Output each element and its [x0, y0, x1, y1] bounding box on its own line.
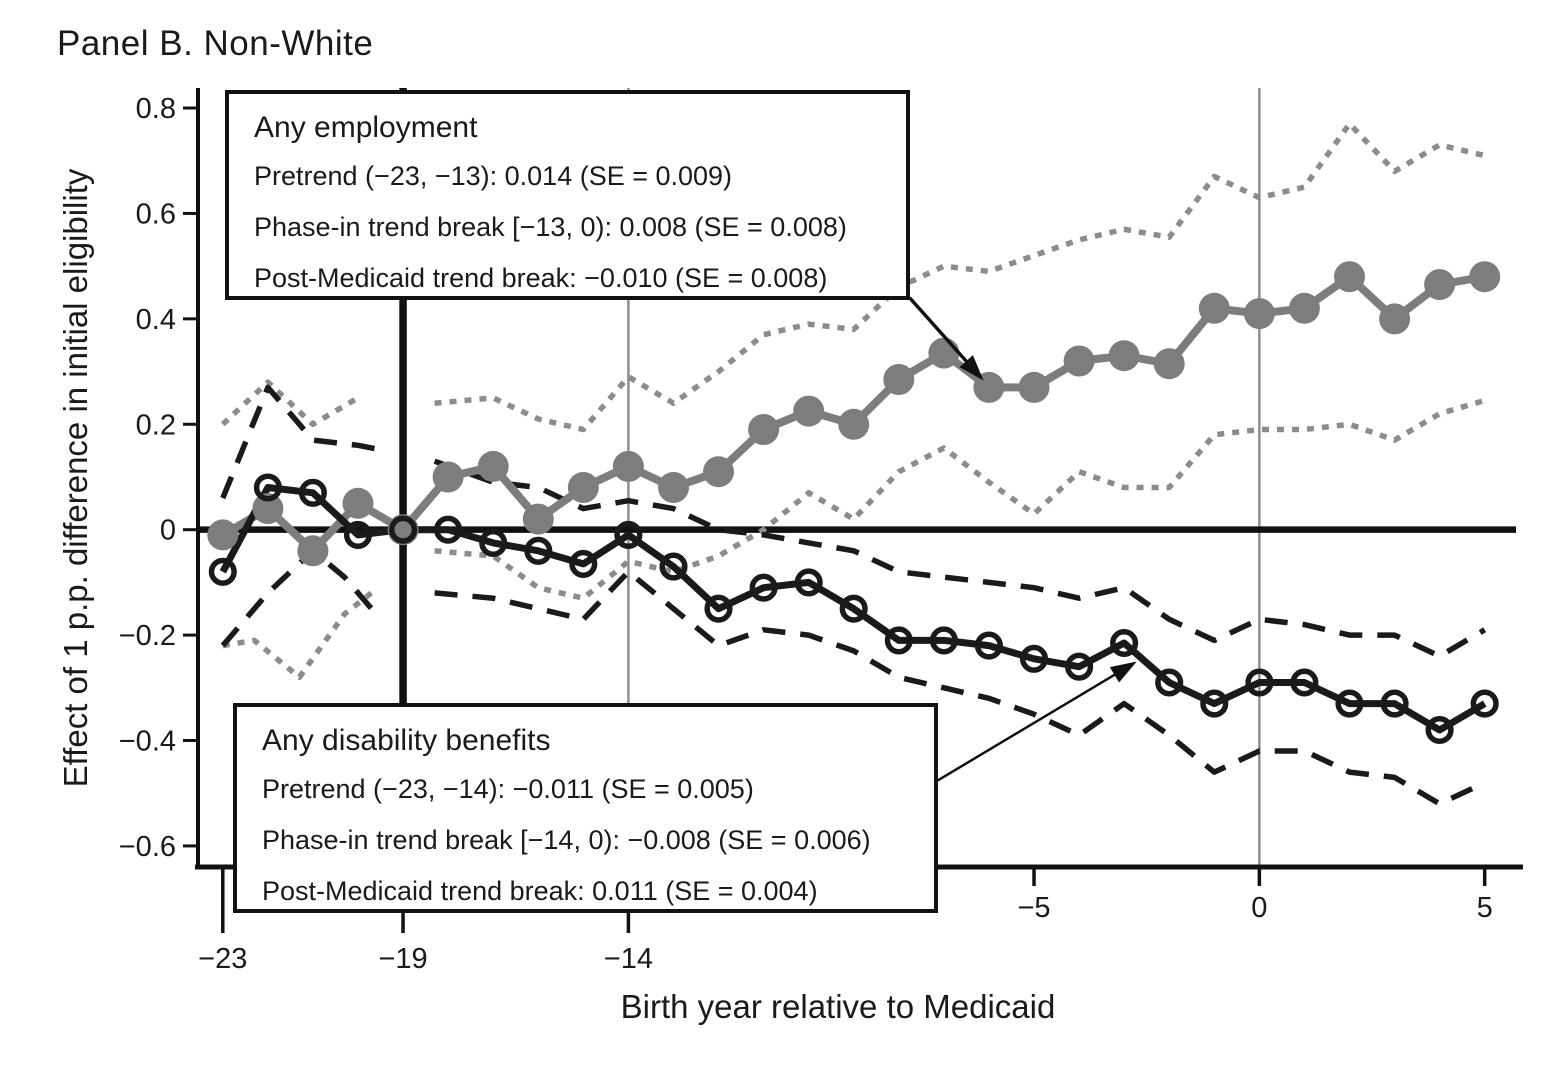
y-tick-label: 0.2 — [136, 409, 176, 441]
any-disability-benefits-point — [208, 557, 237, 586]
any-disability-benefits-point — [1110, 628, 1139, 658]
any-employment-point — [1243, 298, 1275, 330]
y-tick-label: −0.2 — [119, 620, 176, 652]
any-disability-benefits-point — [298, 478, 327, 507]
any-disability-benefits-point — [479, 528, 508, 557]
x-tick-label: 5 — [1477, 892, 1493, 924]
any-employment-point — [793, 395, 825, 427]
any-employment-point — [342, 487, 374, 519]
any-disability-benefits-point — [569, 549, 598, 578]
any-disability-benefits-point — [524, 536, 553, 565]
any-employment-point — [522, 503, 554, 535]
any-disability-benefits-point — [1245, 668, 1274, 697]
y-tick-label: −0.6 — [119, 831, 176, 863]
any-employment-point — [432, 461, 464, 493]
any-employment-point — [1108, 340, 1140, 372]
any-employment-point — [1469, 261, 1501, 293]
any-disability-benefits-point — [1425, 715, 1454, 745]
employment-ci-lower-line — [434, 397, 1486, 601]
any-disability-benefits-point — [1290, 668, 1319, 697]
disability-box-title: Any disability benefits — [262, 724, 551, 757]
any-employment-point — [252, 493, 284, 525]
employment-ci-upper-line — [434, 121, 1486, 433]
any-disability-benefits-point — [1200, 689, 1229, 718]
any-disability-benefits-point — [253, 473, 282, 502]
employment-pretrend-line: Pretrend (−23, −13): 0.014 (SE = 0.009) — [254, 161, 733, 191]
y-tick-label: −0.4 — [119, 726, 176, 758]
disability-post-line: Post-Medicaid trend break: 0.011 (SE = 0… — [262, 876, 818, 906]
x-tick-label: 0 — [1251, 892, 1267, 924]
any-disability-benefits-point — [389, 515, 418, 544]
any-disability-benefits-point — [929, 626, 958, 655]
any-disability-benefits-point — [794, 568, 823, 597]
any-disability-benefits-point — [884, 626, 913, 655]
disability-pretrend-line: Pretrend (−23, −14): −0.011 (SE = 0.005) — [262, 774, 754, 804]
x-axis-label: Birth year relative to Medicaid — [620, 988, 1056, 1025]
any-disability-benefits-point — [1470, 689, 1499, 718]
any-employment-point — [297, 535, 329, 567]
any-disability-benefits-point — [839, 594, 868, 623]
any-employment-point — [207, 519, 239, 551]
any-employment-point — [1379, 303, 1411, 335]
any-employment-point — [1334, 261, 1365, 293]
employment-ci-lower-pretrend-line — [222, 590, 374, 681]
any-employment-point — [567, 472, 599, 503]
disability-ci-lower-line — [434, 569, 1486, 807]
any-employment-point — [928, 337, 960, 369]
any-disability-benefits-point — [614, 520, 643, 549]
any-disability-benefits-point — [434, 515, 463, 544]
any-employment-point — [1018, 371, 1050, 403]
y-tick-label: 0.6 — [136, 198, 176, 230]
employment-stats-box: Any employment Pretrend (−23, −13): 0.01… — [225, 90, 910, 300]
any-disability-benefits-point — [1155, 668, 1184, 697]
any-employment-point — [1288, 292, 1320, 324]
employment-box-title: Any employment — [254, 111, 478, 144]
any-disability-benefits-point — [704, 594, 733, 623]
any-disability-benefits-line — [219, 484, 1487, 734]
any-employment-point — [658, 472, 689, 503]
any-employment-point — [477, 450, 509, 482]
any-disability-benefits-point — [343, 520, 373, 549]
x-tick-label: −14 — [604, 943, 653, 975]
panel-title: Panel B. Non-White — [57, 24, 374, 63]
any-employment-point — [1424, 269, 1456, 301]
any-disability-benefits-point — [974, 631, 1003, 660]
y-tick-label: 0.8 — [136, 93, 176, 125]
employment-phasein-line: Phase-in trend break [−13, 0): 0.008 (SE… — [254, 212, 847, 242]
disability-ci-upper-line — [433, 458, 1487, 659]
any-disability-benefits-point — [1019, 644, 1049, 673]
any-employment-point — [703, 456, 734, 488]
any-employment-point — [748, 414, 780, 445]
any-disability-benefits-point — [749, 573, 778, 602]
any-employment-point — [973, 371, 1005, 403]
any-employment-point — [1198, 292, 1230, 324]
y-tick-label: 0 — [160, 515, 176, 547]
x-tick-label: −5 — [1017, 892, 1050, 924]
x-tick-label: −19 — [378, 943, 427, 975]
any-employment-point — [883, 364, 915, 395]
employment-post-line: Post-Medicaid trend break: −0.010 (SE = … — [254, 263, 828, 293]
any-employment-point — [612, 450, 644, 482]
any-employment-point — [1063, 345, 1095, 377]
any-disability-benefits-point — [1335, 689, 1364, 718]
x-tick-label: −23 — [198, 943, 247, 975]
disability-stats-box: Any disability benefits Pretrend (−23, −… — [233, 703, 938, 913]
disability-ci-lower-pretrend-line — [220, 548, 379, 648]
any-employment-point — [838, 408, 870, 440]
employment-ci-upper-pretrend-line — [220, 379, 360, 428]
any-disability-benefits-point — [659, 552, 688, 581]
y-tick-label: 0.4 — [136, 304, 176, 336]
disability-ci-upper-pretrend-line — [220, 384, 386, 500]
any-disability-benefits-point — [1380, 689, 1409, 718]
any-employment-point — [1153, 348, 1185, 380]
disability-phasein-line: Phase-in trend break [−14, 0): −0.008 (S… — [262, 825, 871, 855]
